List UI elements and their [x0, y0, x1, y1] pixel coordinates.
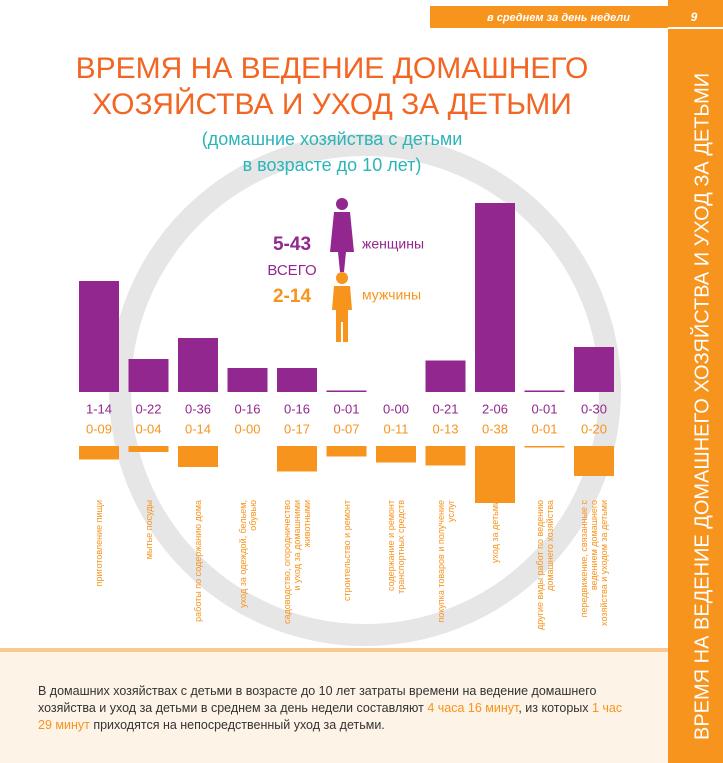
value-label: 0-01 — [531, 401, 557, 416]
bar — [178, 446, 218, 467]
subtitle-line: в возрасте до 10 лет) — [243, 155, 422, 175]
bar — [475, 446, 515, 503]
category-label: покупка товаров и получение услуг — [435, 500, 456, 623]
bar — [425, 446, 466, 466]
total-value: 2-14 — [273, 286, 311, 307]
category-label: уход за детьми — [490, 500, 500, 564]
bar — [376, 446, 416, 463]
man-figure — [332, 272, 352, 342]
value-label: 0-13 — [432, 421, 458, 436]
total-label: ВСЕГО — [267, 262, 316, 279]
woman-figure — [330, 198, 354, 272]
category-label: передвижение, связанные с ведением домаш… — [579, 500, 609, 626]
bar — [128, 446, 169, 452]
value-label: 0-04 — [135, 421, 161, 436]
footer-text: В домашних хозяйствах с детьми в возраст… — [38, 683, 638, 734]
category-label: приготовление пищи — [94, 500, 104, 587]
footer-part: В домашних хозяйствах с детьми в возраст… — [38, 684, 597, 715]
bar — [178, 338, 218, 392]
value-label: 0-09 — [86, 421, 112, 436]
legend-label: мужчины — [362, 287, 421, 303]
bar — [128, 359, 169, 392]
value-label: 0-11 — [383, 421, 408, 436]
bar — [79, 281, 119, 392]
footer-part: 1 час 29 минут — [38, 701, 623, 732]
bar — [524, 390, 565, 392]
footer-line — [0, 648, 668, 652]
subtitle-line: (домашние хозяйства с детьми — [202, 129, 463, 149]
value-label: 0-20 — [581, 421, 607, 436]
value-label: 0-38 — [482, 421, 508, 436]
footer-bg — [0, 648, 668, 763]
side-bar — [668, 0, 723, 763]
category-label: другие виды работ по ведению домашнего х… — [534, 500, 555, 630]
category-label: строительство и ремонт — [341, 500, 352, 601]
value-label: 0-30 — [581, 401, 607, 416]
category-label: уход за одеждой, бельем, обувью — [237, 500, 258, 608]
value-label: 2-06 — [482, 401, 508, 416]
bar — [79, 446, 119, 460]
bar — [425, 360, 466, 392]
value-label: 0-00 — [383, 401, 409, 416]
legend-label: женщины — [362, 236, 424, 252]
category-label: работы по содержанию дома — [193, 500, 203, 622]
title-line: ВРЕМЯ НА ВЕДЕНИЕ ДОМАШНЕГО — [76, 52, 589, 85]
footer-part: приходятся на непосредственный уход за д… — [89, 718, 385, 732]
page-number: 9 — [691, 10, 698, 24]
value-label: 0-01 — [333, 401, 359, 416]
category-label: садоводство, огородничество и уход за до… — [282, 500, 312, 624]
total-value: 5-43 — [273, 234, 311, 255]
footer-part: 4 часа 16 минут — [427, 701, 519, 715]
value-label: 0-21 — [432, 401, 458, 416]
category-label: содержание и ремонт транспортных средств — [386, 500, 406, 594]
bar — [326, 446, 367, 457]
header-bar — [430, 6, 723, 28]
bar — [574, 446, 614, 476]
title-line: ХОЗЯЙСТВА И УХОД ЗА ДЕТЬМИ — [92, 87, 572, 121]
value-label: 0-00 — [234, 421, 260, 436]
side-title: ВРЕМЯ НА ВЕДЕНИЕ ДОМАШНЕГО ХОЗЯЙСТВА И У… — [689, 73, 713, 740]
value-label: 1-14 — [86, 401, 112, 416]
value-label: 0-22 — [135, 401, 161, 416]
bar — [227, 368, 268, 392]
value-label: 0-36 — [185, 401, 211, 416]
bar — [524, 446, 565, 448]
category-label: мытье посуды — [143, 500, 154, 560]
bar — [326, 390, 367, 392]
value-label: 0-07 — [333, 421, 359, 436]
bar — [277, 446, 317, 472]
bar — [574, 347, 614, 392]
bar — [277, 368, 317, 392]
footer-part: , из которых — [518, 701, 592, 715]
value-label: 0-16 — [234, 401, 260, 416]
header-subtitle: в среднем за день недели — [487, 12, 630, 24]
value-label: 0-14 — [185, 421, 211, 436]
bar — [475, 203, 515, 392]
value-label: 0-01 — [531, 421, 557, 436]
value-label: 0-17 — [284, 421, 310, 436]
value-label: 0-16 — [284, 401, 310, 416]
